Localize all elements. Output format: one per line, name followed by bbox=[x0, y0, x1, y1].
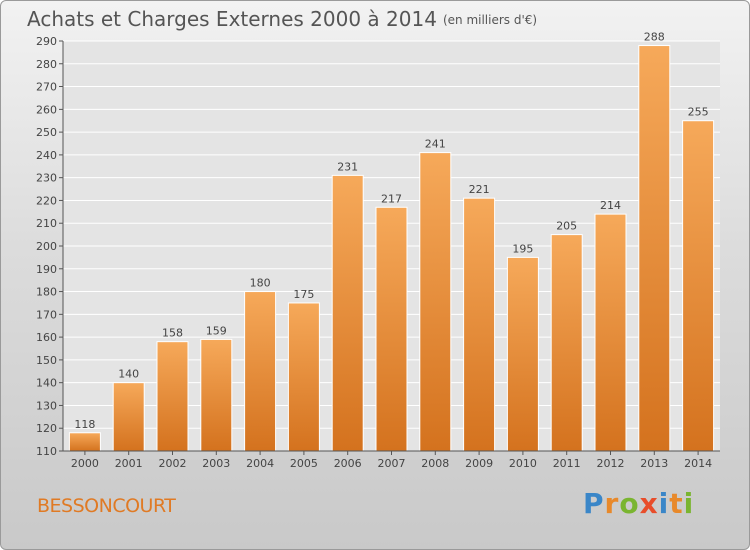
y-tick-label: 240 bbox=[36, 149, 57, 162]
commune-name: BESSONCOURT bbox=[37, 495, 176, 517]
x-tick-label: 2003 bbox=[202, 457, 230, 470]
data-label: 221 bbox=[469, 183, 490, 196]
bar-2000 bbox=[68, 432, 101, 452]
data-label: 231 bbox=[337, 160, 358, 173]
y-tick-label: 120 bbox=[36, 422, 57, 435]
bar-2002 bbox=[156, 341, 189, 452]
y-tick-label: 230 bbox=[36, 172, 57, 185]
y-tick-label: 280 bbox=[36, 58, 57, 71]
x-tick-label: 2005 bbox=[290, 457, 318, 470]
y-tick-label: 180 bbox=[36, 286, 57, 299]
x-tick-label: 2012 bbox=[597, 457, 625, 470]
y-tick-label: 270 bbox=[36, 81, 57, 94]
data-label: 214 bbox=[600, 199, 621, 212]
bar-2003 bbox=[200, 338, 233, 452]
data-label: 205 bbox=[556, 220, 577, 233]
y-tick-label: 130 bbox=[36, 399, 57, 412]
data-label: 195 bbox=[512, 242, 533, 255]
x-tick-label: 2014 bbox=[684, 457, 712, 470]
x-tick-label: 2013 bbox=[640, 457, 668, 470]
logo-letter: t bbox=[669, 487, 684, 520]
logo-letter: r bbox=[604, 487, 620, 520]
x-tick-label: 2002 bbox=[159, 457, 187, 470]
x-tick-label: 2010 bbox=[509, 457, 537, 470]
data-label: 118 bbox=[74, 418, 95, 431]
y-tick-label: 110 bbox=[36, 445, 57, 458]
bar-2008 bbox=[419, 152, 452, 452]
x-tick-label: 2004 bbox=[246, 457, 274, 470]
y-tick-label: 210 bbox=[36, 217, 57, 230]
y-tick-label: 170 bbox=[36, 308, 57, 321]
logo-letter: P bbox=[583, 487, 605, 520]
y-tick-label: 190 bbox=[36, 263, 57, 276]
bar-2005 bbox=[287, 302, 320, 452]
bar-2010 bbox=[506, 256, 539, 452]
data-label: 175 bbox=[293, 288, 314, 301]
bar-2014 bbox=[682, 120, 715, 452]
y-tick-label: 200 bbox=[36, 240, 57, 253]
data-label: 217 bbox=[381, 192, 402, 205]
proxiti-logo: Proxiti bbox=[583, 487, 694, 520]
bar-layer: 118 140 158 159 180 175 231 217 241 221 195 205 214 2… bbox=[68, 31, 715, 452]
x-tick-label: 2008 bbox=[421, 457, 449, 470]
data-label: 288 bbox=[644, 31, 665, 44]
bar-2013 bbox=[638, 45, 671, 452]
bar-2009 bbox=[463, 197, 496, 452]
bar-2011 bbox=[550, 234, 583, 452]
y-tick-label: 250 bbox=[36, 126, 57, 139]
bar-2007 bbox=[375, 206, 408, 452]
axis-layer: 110 120 130 140 150 160 170 180 190 200 210 220 230 2… bbox=[36, 35, 720, 470]
y-tick-label: 260 bbox=[36, 103, 57, 116]
x-tick-label: 2011 bbox=[553, 457, 581, 470]
logo-letter: o bbox=[619, 487, 640, 520]
bar-2001 bbox=[112, 382, 145, 452]
data-label: 140 bbox=[118, 368, 139, 381]
y-tick-label: 140 bbox=[36, 377, 57, 390]
logo-letter: x bbox=[639, 487, 659, 520]
x-tick-label: 2001 bbox=[115, 457, 143, 470]
data-label: 180 bbox=[250, 277, 271, 290]
x-tick-label: 2000 bbox=[71, 457, 99, 470]
x-tick-label: 2006 bbox=[334, 457, 362, 470]
data-label: 255 bbox=[688, 106, 709, 119]
bar-2006 bbox=[331, 174, 364, 452]
logo-letter: i bbox=[658, 487, 670, 520]
logo-letter: i bbox=[683, 487, 695, 520]
x-tick-label: 2007 bbox=[378, 457, 406, 470]
data-label: 158 bbox=[162, 327, 183, 340]
bar-2004 bbox=[244, 291, 277, 452]
y-tick-label: 150 bbox=[36, 354, 57, 367]
bar-2012 bbox=[594, 213, 627, 452]
data-label: 159 bbox=[206, 324, 227, 337]
chart-title: Achats et Charges Externes 2000 à 2014 (e… bbox=[27, 7, 537, 31]
y-tick-label: 290 bbox=[36, 35, 57, 48]
y-tick-label: 220 bbox=[36, 194, 57, 207]
chart-title-text: Achats et Charges Externes 2000 à 2014 bbox=[27, 7, 437, 31]
chart-unit: (en milliers d'€) bbox=[442, 13, 538, 27]
data-label: 241 bbox=[425, 138, 446, 151]
y-tick-label: 160 bbox=[36, 331, 57, 344]
x-tick-label: 2009 bbox=[465, 457, 493, 470]
